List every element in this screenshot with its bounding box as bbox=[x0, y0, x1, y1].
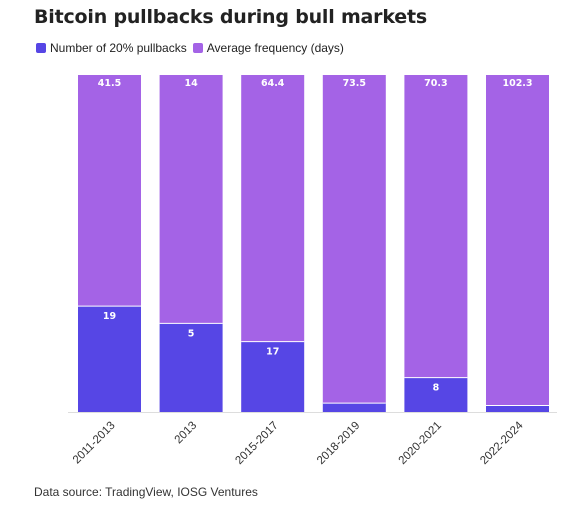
legend-swatch-frequency bbox=[192, 43, 203, 53]
bar-pullbacks-2020-2021 bbox=[404, 377, 468, 412]
x-tick-label: 2022-2024 bbox=[478, 419, 526, 467]
legend: Number of 20% pullbacks Average frequenc… bbox=[36, 41, 350, 55]
legend-item-frequency: Average frequency (days) bbox=[192, 41, 344, 55]
data-source-note: Data source: TradingView, IOSG Ventures bbox=[34, 485, 258, 499]
x-tick-label: 2011-2013 bbox=[71, 420, 118, 467]
bar-pullbacks-2022-2024 bbox=[486, 405, 549, 412]
legend-item-pullbacks: Number of 20% pullbacks bbox=[36, 41, 187, 55]
data-label-frequency: 64.4 bbox=[261, 78, 285, 89]
x-tick-label: 2020-2021 bbox=[397, 420, 444, 467]
data-label-pullbacks: 19 bbox=[103, 311, 116, 322]
data-label-frequency: 41.5 bbox=[98, 78, 121, 89]
data-label-frequency: 102.3 bbox=[502, 78, 532, 89]
bar-frequency-2013 bbox=[159, 75, 223, 324]
data-label-pullbacks: 17 bbox=[266, 347, 279, 358]
x-tick-label: 2013 bbox=[173, 420, 200, 447]
data-label-frequency: 14 bbox=[184, 78, 198, 89]
bar-pullbacks-2015-2017 bbox=[241, 341, 305, 412]
bar-frequency-2022-2024 bbox=[486, 75, 549, 406]
data-label-pullbacks: 5 bbox=[188, 328, 195, 339]
bar-pullbacks-2013 bbox=[159, 323, 223, 412]
bar-pullbacks-2018-2019 bbox=[322, 403, 386, 412]
data-label-frequency: 70.3 bbox=[424, 78, 447, 89]
bar-frequency-2020-2021 bbox=[404, 75, 468, 378]
bar-frequency-2015-2017 bbox=[241, 75, 305, 342]
data-label-pullbacks: 8 bbox=[433, 383, 440, 394]
legend-swatch-pullbacks bbox=[36, 43, 46, 53]
x-tick-label: 2015-2017 bbox=[233, 420, 280, 467]
data-label-frequency: 73.5 bbox=[343, 78, 366, 89]
bar-frequency-2018-2019 bbox=[322, 75, 386, 404]
legend-label-frequency: Average frequency (days) bbox=[206, 41, 344, 55]
x-tick-label: 2018-2019 bbox=[315, 420, 362, 467]
bar-pullbacks-2011-2013 bbox=[78, 306, 141, 412]
legend-label-pullbacks: Number of 20% pullbacks bbox=[50, 41, 187, 55]
chart-title: Bitcoin pullbacks during bull markets bbox=[34, 6, 427, 28]
bar-frequency-2011-2013 bbox=[78, 75, 141, 307]
